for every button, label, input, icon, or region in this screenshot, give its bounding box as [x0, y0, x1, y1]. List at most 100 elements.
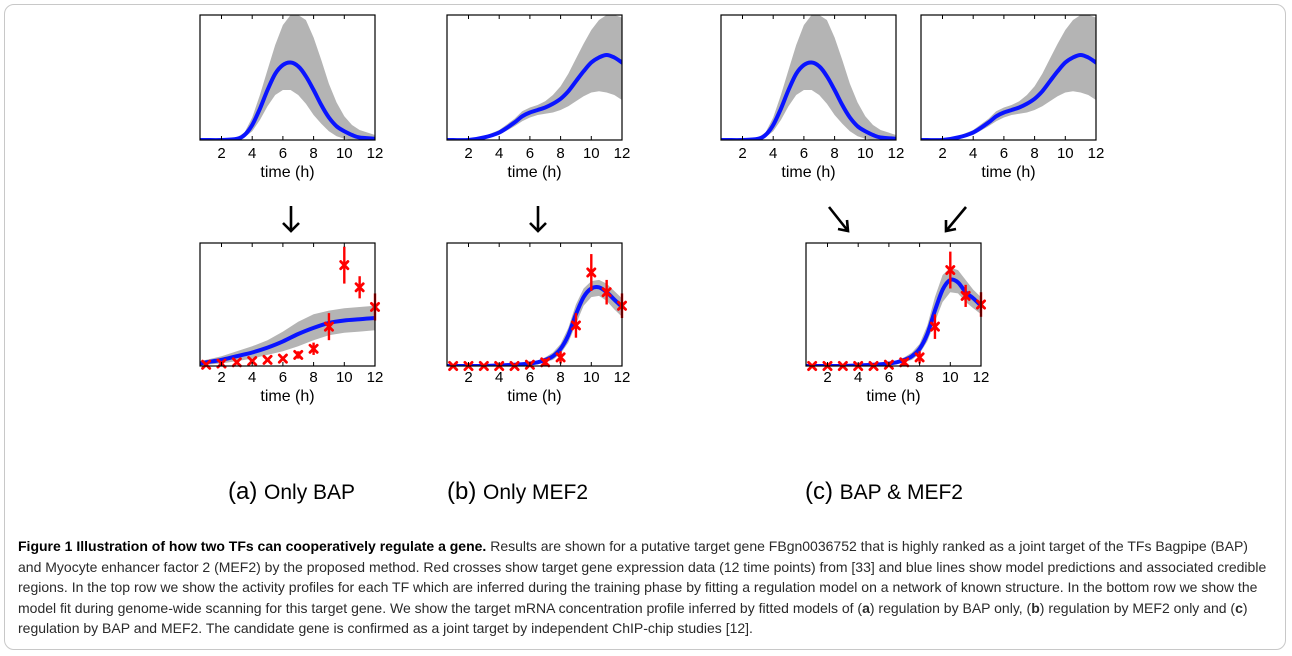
caption-title: Figure 1 Illustration of how two TFs can…: [18, 538, 487, 554]
mean-line: [921, 53, 1096, 140]
axes-box: [920, 14, 1097, 141]
x-tick-label: 6: [279, 369, 287, 386]
data-point: [960, 290, 971, 301]
x-tick-label: 2: [938, 145, 946, 162]
x-tick-label: 12: [367, 369, 384, 386]
x-tick-label: 12: [614, 145, 631, 162]
figure-frame: [4, 4, 1286, 650]
credible-band: [721, 15, 896, 140]
data-point: [339, 260, 350, 271]
caption-panel-ref: c: [1235, 599, 1243, 616]
x-tick-label: 4: [495, 369, 503, 386]
x-tick-label: 10: [583, 145, 600, 162]
chart-top-mef2-1: 2 4 6 8 10 12 time (h): [446, 14, 631, 181]
caption-text: Results are shown for a putative target …: [18, 538, 1267, 616]
x-tick-label: 8: [556, 145, 564, 162]
data-point: [914, 352, 925, 363]
data-point: [201, 359, 212, 370]
arrow-c-right: [944, 206, 967, 233]
credible-band: [806, 267, 981, 366]
x-tick-label: 8: [830, 145, 838, 162]
axes-box: [720, 14, 897, 141]
x-axis-label: time (h): [866, 388, 920, 405]
sub-caption-a: (a) Only BAP: [228, 478, 355, 505]
chart-bottom-c: 2 4 6 8 10 12 time (h): [805, 242, 990, 405]
x-axis-label: time (h): [981, 164, 1035, 181]
credible-band: [447, 279, 622, 366]
x-tick-label: 12: [973, 369, 990, 386]
x-tick-label: 10: [583, 369, 600, 386]
x-tick-label: 2: [464, 145, 472, 162]
x-tick-label: 12: [888, 145, 905, 162]
data-point: [277, 353, 288, 364]
credible-band: [921, 15, 1096, 140]
mean-line: [447, 53, 622, 140]
sub-caption-c: (c) BAP & MEF2: [805, 478, 963, 505]
x-axis-label: time (h): [781, 164, 835, 181]
x-tick-label: 10: [336, 145, 353, 162]
mean-line: [806, 277, 981, 366]
x-tick-label: 8: [309, 369, 317, 386]
x-tick-label: 6: [1000, 145, 1008, 162]
data-point: [899, 357, 910, 368]
axes-box: [805, 242, 982, 367]
caption-text: ) regulation by BAP and MEF2. The candid…: [18, 599, 1248, 637]
x-tick-label: 2: [738, 145, 746, 162]
axes-box: [199, 14, 376, 141]
mean-line: [200, 316, 375, 366]
x-tick-label: 10: [942, 369, 959, 386]
caption-text: ) regulation by BAP only, (: [869, 599, 1032, 616]
x-tick-label: 4: [769, 145, 777, 162]
x-tick-label: 6: [279, 145, 287, 162]
x-tick-label: 4: [248, 369, 256, 386]
x-tick-label: 4: [969, 145, 977, 162]
x-tick-label: 12: [367, 145, 384, 162]
data-point: [929, 321, 940, 332]
data-point: [601, 287, 612, 298]
data-point: [354, 282, 365, 293]
x-tick-label: 6: [526, 369, 534, 386]
data-point: [231, 357, 242, 368]
x-tick-label: 12: [614, 369, 631, 386]
data-point: [262, 354, 273, 365]
x-axis-label: time (h): [507, 164, 561, 181]
data-point: [293, 349, 304, 360]
arrow-b: [529, 206, 547, 233]
data-point: [323, 321, 334, 332]
x-tick-label: 8: [915, 369, 923, 386]
axes-box: [446, 242, 623, 367]
x-axis-label: time (h): [507, 388, 561, 405]
axes-box: [199, 242, 376, 367]
chart-bottom-a: 2 4 6 8 10 12 time (h): [199, 242, 384, 405]
data-point: [586, 267, 597, 278]
data-point: [945, 265, 956, 276]
x-tick-label: 8: [1030, 145, 1038, 162]
x-tick-label: 4: [854, 369, 862, 386]
data-point: [247, 356, 258, 367]
x-tick-label: 10: [857, 145, 874, 162]
caption-text: ) regulation by MEF2 only and (: [1039, 599, 1236, 616]
x-tick-label: 4: [248, 145, 256, 162]
figure-panels: 2 4 6 8 10 12 time (h) 2 4 6 8 10 12 time (h) 2 4 6 8 10 12…: [199, 14, 1105, 505]
data-point: [308, 343, 319, 354]
x-tick-label: 2: [217, 145, 225, 162]
x-axis-label: time (h): [260, 388, 314, 405]
arrow-c-left: [827, 206, 850, 233]
x-tick-label: 6: [526, 145, 534, 162]
data-point: [555, 352, 566, 363]
x-tick-label: 10: [1057, 145, 1074, 162]
x-tick-label: 6: [800, 145, 808, 162]
x-tick-label: 12: [1088, 145, 1105, 162]
axes-box: [446, 14, 623, 141]
mean-line: [447, 284, 622, 366]
x-axis-label: time (h): [260, 164, 314, 181]
figure-caption: Figure 1 Illustration of how two TFs can…: [18, 536, 1268, 639]
x-tick-label: 4: [495, 145, 503, 162]
data-point: [540, 357, 551, 368]
caption-body: Results are shown for a putative target …: [18, 538, 1266, 636]
x-tick-label: 10: [336, 369, 353, 386]
chart-top-bap-2: 2 4 6 8 10 12 time (h): [720, 14, 905, 181]
data-point: [570, 320, 581, 331]
chart-top-bap-1: 2 4 6 8 10 12 time (h): [199, 14, 384, 181]
arrow-a: [282, 206, 300, 233]
